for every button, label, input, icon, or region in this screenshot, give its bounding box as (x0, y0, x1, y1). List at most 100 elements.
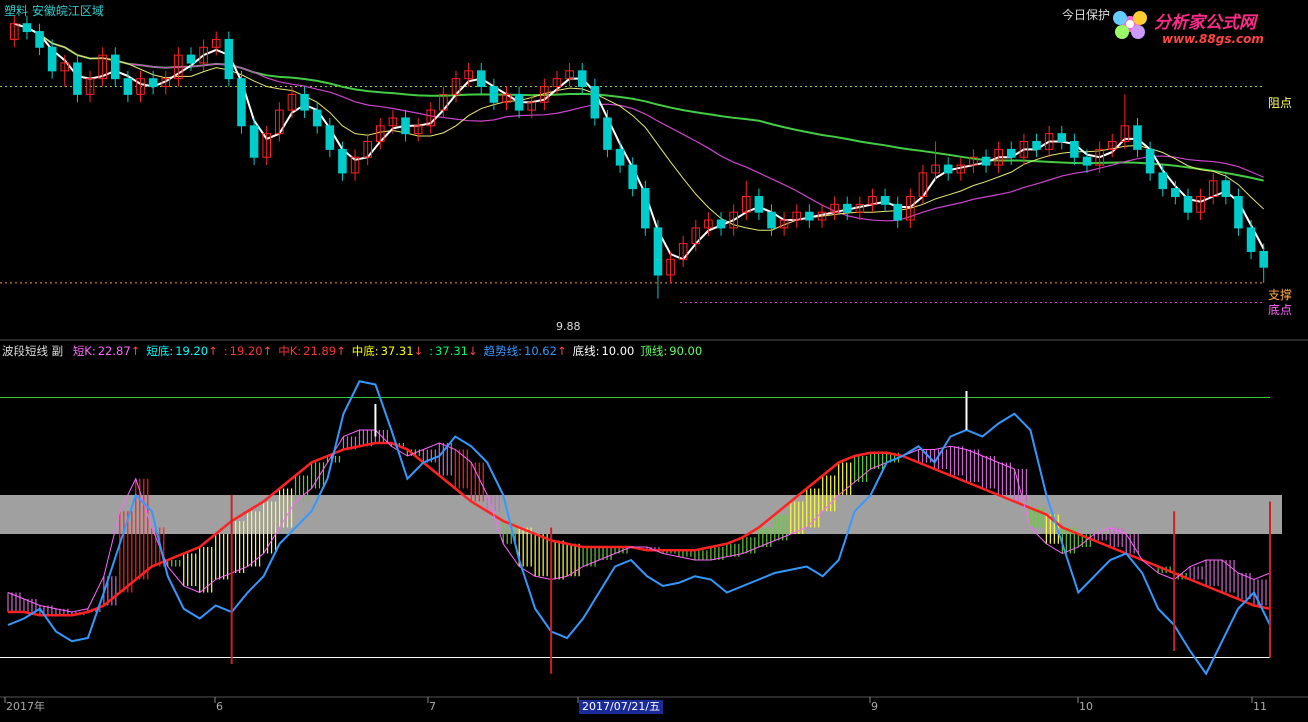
candle-body (300, 93, 309, 111)
candle-body (767, 211, 776, 229)
candle-body (1070, 141, 1079, 158)
candle-body (653, 227, 663, 276)
candle-body (565, 70, 574, 80)
candle (855, 196, 865, 221)
candle-body (855, 203, 865, 213)
candle (792, 204, 802, 228)
indicator-item-value: 21.89 (303, 344, 337, 358)
candle (439, 86, 448, 118)
candle-body (148, 78, 158, 88)
candle-body (641, 188, 650, 229)
candle-body (98, 54, 107, 80)
candle (805, 204, 814, 228)
indicator-item: 趋势线: 10.62↑ (484, 344, 567, 358)
candle-body (110, 54, 120, 80)
candle (489, 78, 499, 111)
candle-body (1120, 125, 1130, 143)
candle (691, 220, 701, 252)
indicator-item-label: : (223, 344, 228, 358)
candle (565, 62, 574, 87)
indicator-item-arrow: ↑ (336, 344, 346, 358)
candle (1208, 172, 1218, 205)
chart-title: 塑料 安徽皖江区域 (4, 4, 104, 18)
candle (1158, 165, 1168, 197)
indicator-item-label: : (429, 344, 434, 358)
candle-body (476, 70, 486, 88)
indicator-item: :19.20↑ (224, 344, 272, 358)
x-axis (4, 697, 1253, 703)
candle-body (22, 23, 32, 33)
candle-body (376, 125, 385, 143)
candle-body (123, 78, 133, 95)
logo-main-text: 分析家公式网 (1154, 13, 1256, 33)
candle-body (704, 219, 713, 229)
candle (186, 47, 196, 71)
candle (741, 180, 751, 221)
x-axis-label: 2017/07/21/五 (579, 700, 664, 714)
candle (1196, 188, 1205, 221)
candle-body (817, 211, 827, 221)
candle-body (943, 164, 953, 174)
candle-body (1133, 125, 1142, 150)
indicator-item-value: 37.31 (435, 344, 468, 358)
candle (956, 157, 966, 181)
candle-body (678, 243, 688, 260)
candle (199, 39, 208, 71)
candle-body (969, 156, 978, 166)
candle (22, 15, 32, 40)
candle (401, 110, 410, 142)
candle-body (880, 195, 890, 205)
candle-body (401, 117, 410, 135)
candle-body (1145, 148, 1155, 174)
candle-body (60, 62, 70, 72)
indicator-item: 中K: 21.89↑ (278, 344, 346, 358)
indicator-item-label: 短K: (72, 344, 96, 358)
candle-body (868, 195, 877, 205)
candle (1120, 94, 1130, 150)
candle-body (628, 164, 637, 190)
candle-body (1246, 227, 1256, 252)
candle (1070, 133, 1079, 166)
candle (704, 212, 713, 236)
candle-body (1221, 180, 1231, 197)
candle (994, 141, 1003, 173)
indicator-item-label: 趋势线: (483, 344, 522, 358)
indicator-item: 底线: 10.00 (573, 344, 635, 358)
candle (1259, 243, 1268, 283)
candle (779, 212, 789, 236)
candle-body (779, 219, 789, 229)
candle (476, 62, 486, 95)
candle (716, 212, 726, 236)
candle (1183, 188, 1193, 221)
indicator-item: 短底: 19.20↑ (146, 344, 217, 358)
candle-body (350, 156, 360, 174)
candle-body (35, 31, 44, 48)
candle-body (363, 141, 372, 158)
candle (678, 235, 688, 268)
header-right-text: 今日保护 (1062, 8, 1111, 22)
candle (338, 141, 347, 181)
site-logo: 分析家公式网 www.88gs.com (1108, 4, 1304, 52)
candle (502, 86, 511, 111)
indicator-item-arrow: ↓ (467, 344, 478, 358)
candle-body (931, 164, 940, 174)
candle (413, 117, 423, 142)
x-axis-label: 11 (1253, 700, 1267, 713)
candle-body (830, 203, 839, 213)
candle-body (262, 133, 271, 158)
candle-body (1196, 195, 1205, 213)
candle-body (489, 86, 499, 103)
candle-body (439, 93, 448, 111)
candle (47, 39, 57, 79)
indicator-item-arrow: ↑ (556, 344, 567, 358)
indicator-item: 短K: 22.87↑ (73, 344, 141, 358)
candle-body (994, 148, 1003, 166)
indicator-item-arrow: ↑ (130, 344, 141, 358)
candle-body (1259, 250, 1268, 268)
candle-body (1183, 195, 1193, 213)
candle (1095, 141, 1104, 173)
candle-body (603, 117, 612, 150)
candle-body (741, 195, 751, 213)
moving-average-lines (14, 22, 1265, 261)
candle (906, 188, 915, 228)
